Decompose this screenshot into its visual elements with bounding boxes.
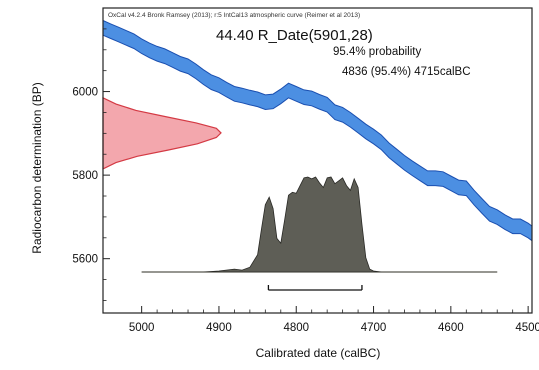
range-bar-layer xyxy=(267,285,363,291)
credit-line: OxCal v4.2.4 Bronk Ramsey (2013); r:5 In… xyxy=(108,12,360,19)
calibration-curve-band xyxy=(103,20,532,241)
x-tick-label: 4700 xyxy=(361,322,387,334)
y-tick-label: 6000 xyxy=(72,87,98,99)
x-tick-label: 4500 xyxy=(515,322,539,334)
calibration-curve-layer xyxy=(102,20,533,242)
probability-label: 95.4% probability xyxy=(333,46,421,58)
plot-frame xyxy=(102,7,533,314)
calibration-curve-lower-edge xyxy=(102,34,533,242)
posterior-distribution-layer xyxy=(141,176,498,273)
y-tick-label: 5600 xyxy=(72,254,98,266)
x-tick-label: 5000 xyxy=(129,322,155,334)
posterior-distribution xyxy=(141,176,498,273)
x-tick-label: 4800 xyxy=(283,322,309,334)
y-tick-label: 5800 xyxy=(72,170,98,182)
calibration-curve-upper-edge xyxy=(102,20,533,227)
radiocarbon-distribution-layer xyxy=(102,96,222,170)
x-tick-label: 4600 xyxy=(438,322,464,334)
range-label: 4836 (95.4%) 4715calBC xyxy=(342,66,471,78)
y-axis-label: Radiocarbon determination (BP) xyxy=(30,82,44,253)
x-axis-label: Calibrated date (calBC) xyxy=(256,346,381,360)
radiocarbon-distribution xyxy=(102,96,222,170)
text-layer: OxCal v4.2.4 Bronk Ramsey (2013); r:5 In… xyxy=(30,12,471,360)
chart-title: 44.40 R_Date(5901,28) xyxy=(216,27,373,44)
axes-layer: 5000 4900 4800 4700 4600 4500 5600 5800 6000 xyxy=(72,7,539,334)
x-tick-label: 4900 xyxy=(206,322,232,334)
